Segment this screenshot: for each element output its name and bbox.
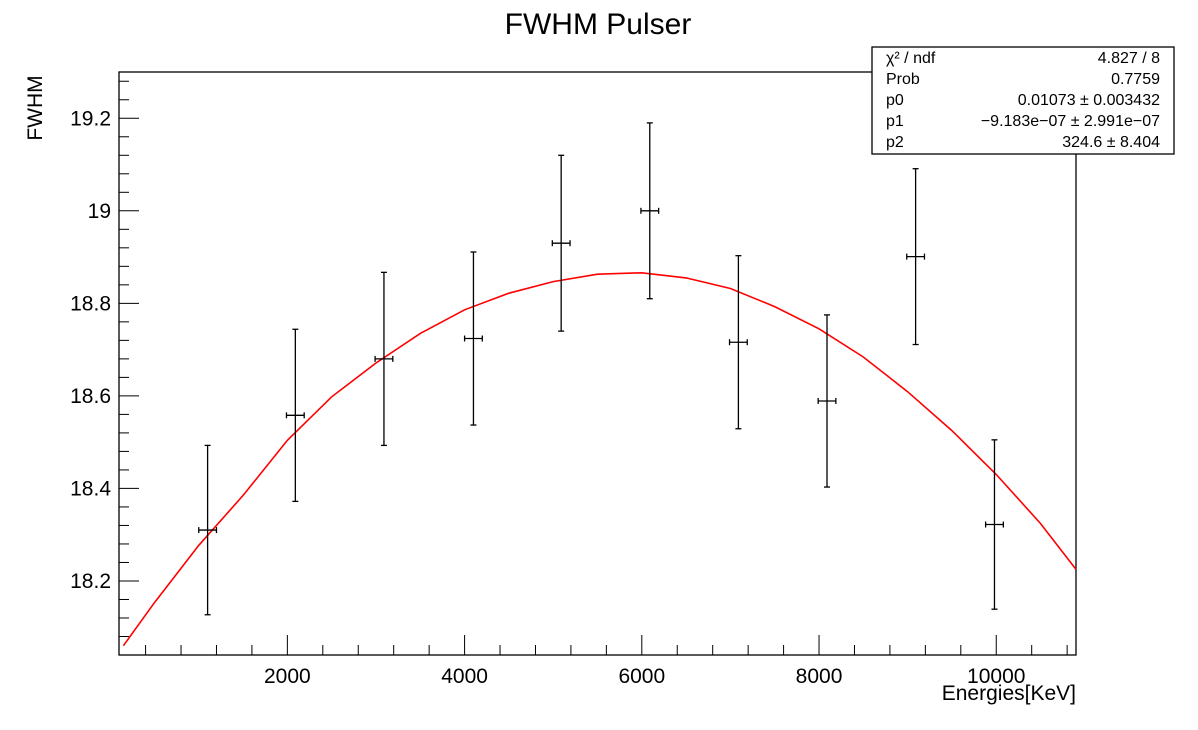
stats-label: p1 (886, 113, 904, 130)
data-point (728, 255, 748, 430)
data-point (463, 251, 483, 426)
y-tick-label: 19 (88, 200, 111, 223)
stats-label: p2 (886, 134, 904, 151)
y-tick-label: 18.4 (70, 477, 111, 500)
stats-value: −9.183e−07 ± 2.991e−07 (981, 113, 1160, 130)
x-tick-label: 8000 (796, 665, 843, 688)
data-point (551, 154, 571, 332)
x-tick-label: 2000 (264, 665, 311, 688)
stats-label: χ² / ndf (886, 50, 936, 67)
y-axis-title: FWHM (24, 75, 47, 140)
y-tick-label: 19.2 (70, 107, 111, 130)
y-tick-label: 18.6 (70, 385, 111, 408)
data-point (817, 314, 837, 488)
data-point (374, 271, 394, 447)
chart-title: FWHM Pulser (505, 8, 692, 41)
data-point (198, 444, 218, 616)
x-axis-tick-labels: 2000 4000 6000 8000 10000 (264, 665, 1025, 688)
stats-value: 0.7759 (1111, 71, 1160, 88)
stats-value: 0.01073 ± 0.003432 (1018, 92, 1160, 109)
x-axis-ticks (145, 635, 1068, 655)
plot-frame (118, 71, 1077, 656)
stats-box-frame (871, 46, 1175, 155)
data-point (906, 168, 926, 346)
y-axis-ticks (119, 80, 139, 656)
data-point (984, 439, 1004, 610)
y-axis-tick-labels: 18.2 18.4 18.6 18.8 19 19.2 (70, 107, 111, 593)
stats-value: 4.827 / 8 (1098, 50, 1160, 67)
y-tick-label: 18.2 (70, 570, 111, 593)
data-point (640, 122, 660, 300)
data-point (285, 328, 305, 503)
y-tick-label: 18.8 (70, 292, 111, 315)
data-points (198, 122, 1004, 616)
x-tick-label: 4000 (441, 665, 488, 688)
stats-box: χ² / ndf 4.827 / 8 Prob 0.7759 p0 0.01073 ± 0… (871, 46, 1175, 155)
stats-label: Prob (886, 71, 920, 88)
x-axis-title: Energies[KeV] (942, 682, 1076, 705)
fit-curve (122, 271, 1077, 647)
stats-label: p0 (886, 92, 904, 109)
x-tick-label: 10000 (967, 665, 1025, 688)
x-tick-label: 6000 (618, 665, 665, 688)
stats-value: 324.6 ± 8.404 (1062, 134, 1160, 151)
